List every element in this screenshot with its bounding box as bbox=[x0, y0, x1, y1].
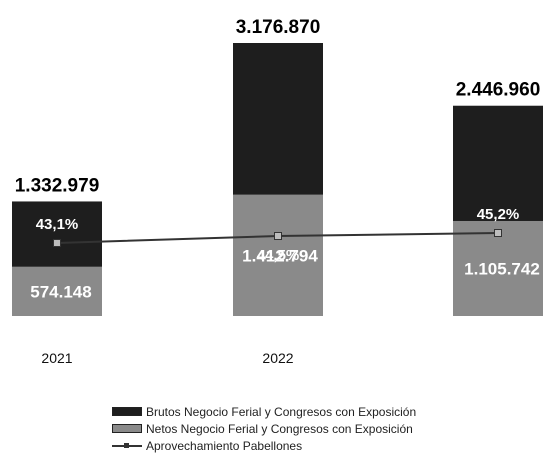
line-point-1 bbox=[274, 232, 282, 240]
total-label-0: 1.332.979 bbox=[15, 175, 100, 196]
netos-label-0: 574.148 bbox=[30, 282, 91, 301]
line-label-0: 43,1% bbox=[36, 216, 79, 233]
legend-swatch-brutos bbox=[112, 407, 142, 416]
netos-label-2: 1.105.742 bbox=[464, 259, 540, 278]
legend: Brutos Negocio Ferial y Congresos con Ex… bbox=[112, 403, 416, 454]
total-label-1: 3.176.870 bbox=[236, 17, 321, 38]
bar-netos-0 bbox=[12, 266, 102, 316]
legend-swatch-netos bbox=[112, 424, 142, 433]
category-label-0: 2021 bbox=[41, 350, 72, 366]
total-label-2: 2.446.960 bbox=[456, 80, 541, 101]
legend-item-netos: Netos Negocio Ferial y Congresos con Exp… bbox=[112, 420, 416, 437]
legend-label-brutos: Brutos Negocio Ferial y Congresos con Ex… bbox=[146, 404, 417, 419]
netos-label-1: 1.412.794 bbox=[242, 246, 318, 265]
legend-item-aprovechamiento: Aprovechamiento Pabellones bbox=[112, 437, 416, 454]
line-point-2 bbox=[494, 229, 502, 237]
line-point-0 bbox=[53, 239, 61, 247]
line-label-1: 44,5% bbox=[257, 247, 300, 264]
legend-item-brutos: Brutos Negocio Ferial y Congresos con Ex… bbox=[112, 403, 416, 420]
line-label-2: 45,2% bbox=[477, 206, 520, 223]
legend-label-aprovechamiento: Aprovechamiento Pabellones bbox=[146, 438, 303, 453]
category-label-1: 2022 bbox=[262, 350, 293, 366]
legend-label-netos: Netos Negocio Ferial y Congresos con Exp… bbox=[146, 421, 413, 436]
bar-netos-1 bbox=[233, 194, 323, 316]
legend-swatch-aprovechamiento bbox=[112, 441, 142, 450]
